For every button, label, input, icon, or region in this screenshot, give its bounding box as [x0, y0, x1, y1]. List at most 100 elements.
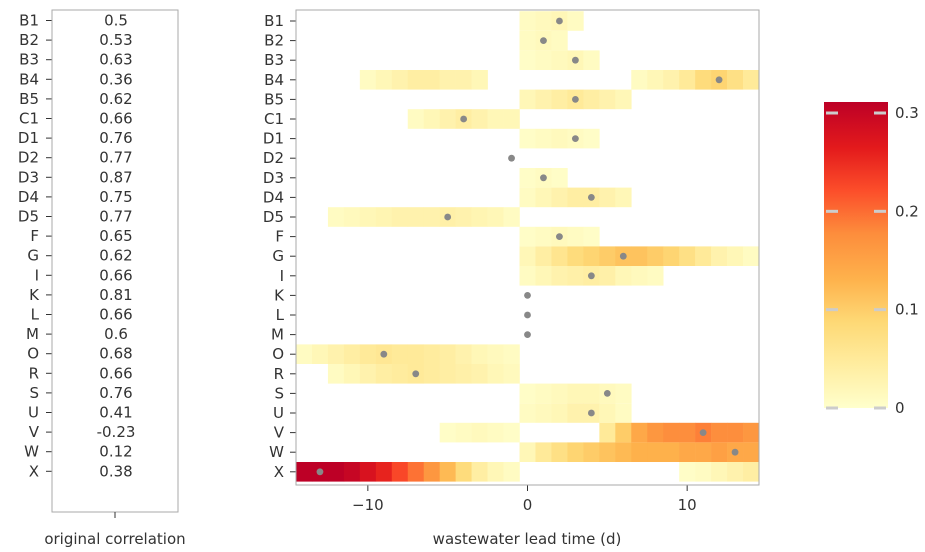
- heatmap-cell: [743, 246, 760, 266]
- table-row-value: 0.77: [99, 208, 132, 226]
- heatmap-cell: [423, 364, 440, 384]
- colorbar-tick-label: 0.2: [895, 202, 919, 220]
- heatmap-cell: [663, 442, 680, 462]
- heatmap-cell: [679, 246, 696, 266]
- best-lag-point: [619, 252, 627, 260]
- heatmap-cell: [407, 70, 425, 90]
- heatmap-cell: [455, 462, 472, 482]
- heatmap-y-tick-label: B2: [264, 32, 284, 50]
- table-row-value: 0.68: [99, 345, 132, 363]
- table-row-label: W: [24, 443, 39, 461]
- heatmap-cell: [599, 89, 616, 110]
- heatmap-cell: [519, 383, 536, 404]
- table-row-label: B2: [19, 31, 39, 49]
- original-correlation-rows: B1 0.5 B2 0.53 B3 0.63 B4 0.36 B5 0.62 C1 0.66 D1 0.7…: [18, 12, 136, 481]
- heatmap-cell: [711, 462, 728, 482]
- heatmap-cell: [439, 344, 456, 364]
- heatmap-cell: [535, 11, 552, 31]
- best-lag-point: [571, 96, 579, 103]
- best-lag-point: [587, 272, 595, 280]
- best-lag-point: [380, 350, 388, 358]
- heatmap-y-tick-label: D3: [263, 169, 284, 187]
- heatmap-frame: [295, 9, 760, 486]
- heatmap-cell: [407, 207, 425, 227]
- heatmap-cell: [471, 344, 488, 364]
- best-lag-point: [571, 135, 579, 143]
- heatmap-cell: [599, 266, 616, 286]
- table-row-label: I: [35, 266, 39, 284]
- heatmap-cell: [359, 462, 377, 482]
- heatmap-cell: [583, 383, 600, 404]
- heatmap-cell: [743, 70, 760, 90]
- heatmap-cell: [519, 128, 536, 149]
- table-row-value: 0.66: [99, 364, 132, 382]
- heatmap-cell: [455, 422, 472, 443]
- heatmap-cell: [343, 207, 361, 227]
- heatmap-cell: [695, 442, 712, 462]
- heatmap-cell: [455, 70, 472, 90]
- heatmap-cell: [423, 344, 440, 364]
- heatmap-cell: [615, 383, 632, 404]
- table-row-value: 0.76: [99, 384, 132, 402]
- heatmap-cell: [359, 344, 377, 364]
- table-row-label: B5: [19, 90, 39, 108]
- colorbar-tick-label: 0.1: [895, 301, 919, 319]
- best-lag-point: [524, 292, 531, 299]
- heatmap-cell: [551, 442, 568, 462]
- table-row-label: S: [29, 384, 39, 402]
- best-lag-markers: [316, 17, 739, 476]
- heatmap-cell: [296, 462, 313, 482]
- heatmap-cell: [695, 246, 712, 266]
- heatmap-cell: [615, 403, 632, 423]
- original-correlation-panel: B1 0.5 B2 0.53 B3 0.63 B4 0.36 B5 0.62 C1 0.66 D1 0.7…: [18, 9, 186, 548]
- heatmap-cell: [647, 442, 664, 462]
- heatmap-cell: [327, 364, 345, 384]
- table-row-value: 0.38: [99, 462, 132, 480]
- heatmap-cell: [551, 403, 568, 423]
- heatmap-cell: [727, 422, 744, 443]
- best-lag-point: [587, 409, 595, 417]
- heatmap-cell: [567, 226, 584, 247]
- heatmap-cell: [503, 207, 520, 227]
- table-row-value: 0.81: [99, 286, 132, 304]
- heatmap-x-tick-label: −10: [352, 496, 384, 514]
- heatmap-cell: [423, 109, 440, 129]
- heatmap-cell: [327, 344, 345, 364]
- best-lag-point: [460, 115, 468, 123]
- table-row-value: 0.53: [99, 31, 132, 49]
- heatmap-cell: [535, 89, 552, 110]
- best-lag-point: [508, 154, 515, 162]
- heatmap-y-tick-label: M: [271, 326, 284, 344]
- heatmap-cell: [551, 50, 568, 70]
- heatmap-cell: [535, 403, 552, 423]
- table-row-label: O: [27, 345, 39, 363]
- heatmap-cell: [487, 344, 504, 364]
- heatmap-cell: [551, 187, 568, 208]
- heatmap-cell: [551, 246, 568, 266]
- heatmap-cell: [439, 109, 456, 129]
- heatmap-x-ticks: −10 0 10: [352, 485, 697, 514]
- heatmap-cell: [583, 89, 600, 110]
- heatmap-cell: [503, 344, 520, 364]
- heatmap-cell: [391, 364, 409, 384]
- heatmap-cell: [343, 364, 361, 384]
- table-row-value: 0.77: [99, 149, 132, 167]
- heatmap-cell: [471, 207, 488, 227]
- table-row-value: 0.75: [99, 188, 132, 206]
- heatmap-cell: [471, 70, 488, 90]
- heatmap-y-tick-label: I: [280, 267, 284, 285]
- table-row-value: 0.65: [99, 227, 132, 245]
- heatmap-cell: [599, 403, 616, 423]
- heatmap-cell: [327, 462, 345, 482]
- heatmap-cell: [519, 403, 536, 423]
- table-row-label: F: [30, 227, 39, 245]
- heatmap-cell: [551, 30, 568, 51]
- heatmap-cell: [567, 442, 584, 462]
- heatmap-cell: [375, 462, 393, 482]
- table-row-label: D3: [18, 168, 39, 186]
- heatmap-cell: [615, 266, 632, 286]
- heatmap-cell: [487, 462, 504, 482]
- heatmap-cell: [519, 30, 536, 51]
- table-row-label: D2: [18, 149, 39, 167]
